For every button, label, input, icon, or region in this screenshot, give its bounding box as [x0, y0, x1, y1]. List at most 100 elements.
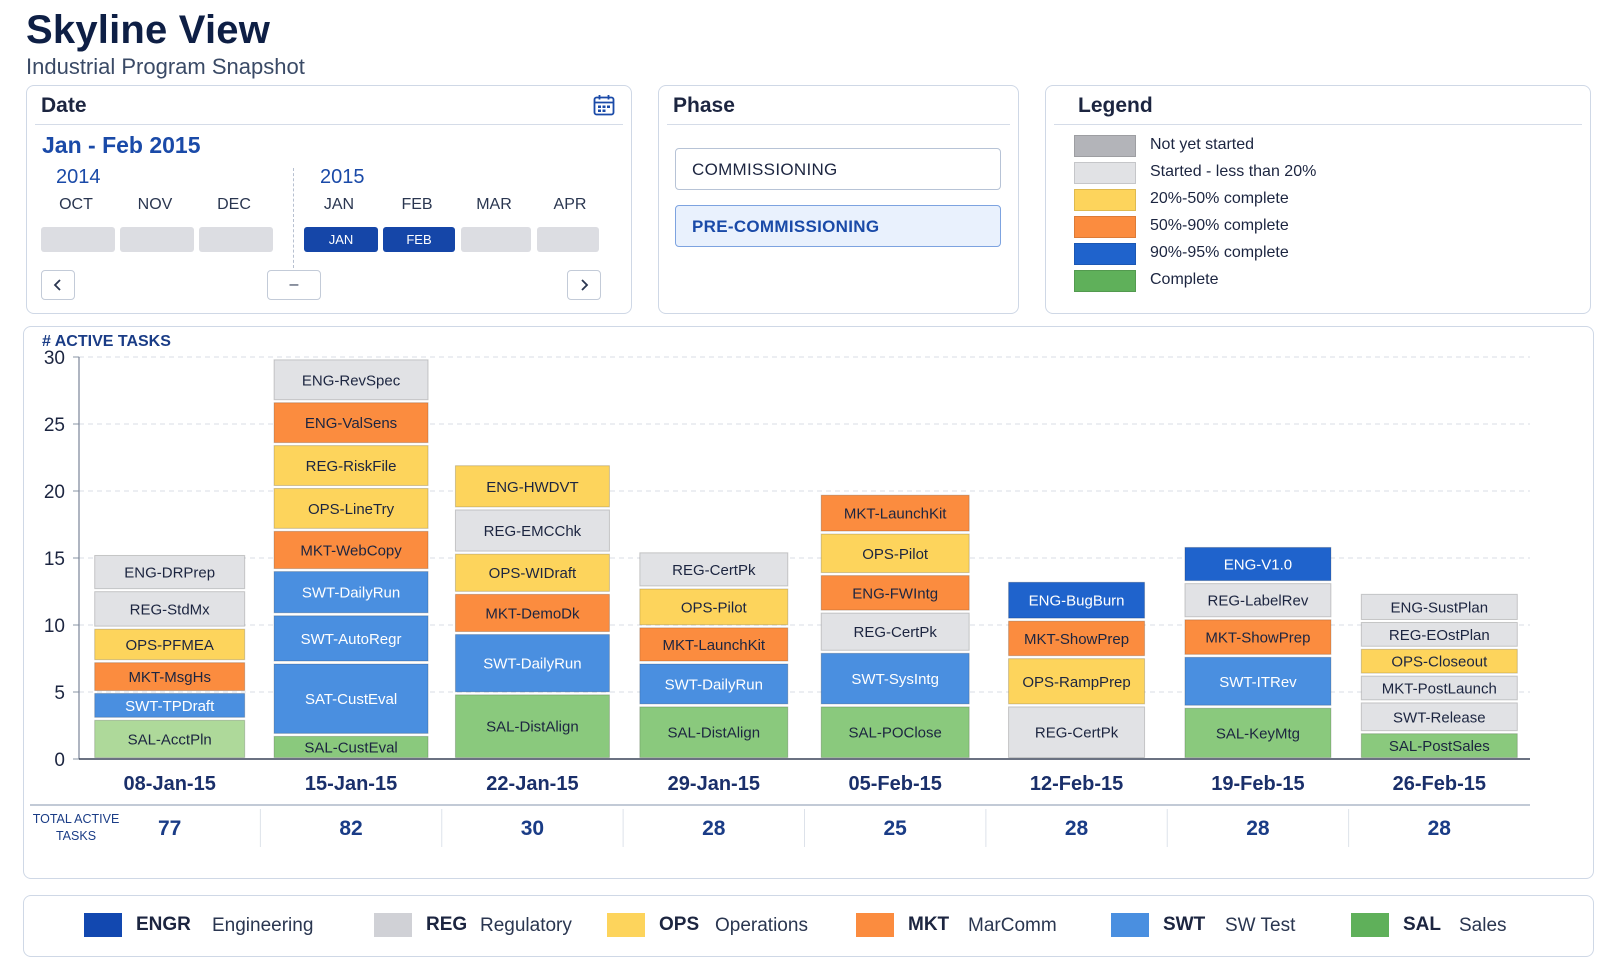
- bar-segment: [94, 662, 246, 691]
- total-value: 28: [1246, 817, 1270, 840]
- bar-segment-label: OPS-PFMEA: [126, 637, 214, 654]
- bar-segment: [1360, 733, 1518, 759]
- bar-segment: [1184, 546, 1332, 582]
- bar-segment-label: SWT-SysIntg: [851, 671, 939, 688]
- bar-segment-label: REG-CertPk: [672, 562, 756, 579]
- bar-segment: [273, 402, 429, 444]
- bar-segment: [94, 554, 246, 590]
- bar-segment: [94, 591, 246, 627]
- y-tick-label: 5: [54, 683, 65, 704]
- bar-segment: [454, 593, 610, 633]
- department-name: Operations: [715, 915, 808, 936]
- bar-segment-label: SWT-ITRev: [1219, 674, 1297, 691]
- totals-label: TASKS: [56, 829, 96, 843]
- date-panel: Date Jan - Feb 2015 2014 2015 OCT NOV DE…: [26, 85, 632, 314]
- totals-label: TOTAL ACTIVE: [33, 812, 120, 826]
- department-name: SW Test: [1225, 915, 1296, 936]
- bar-segment: [1360, 675, 1518, 701]
- month-label-feb: FEB: [401, 196, 433, 213]
- month-label-apr: APR: [553, 196, 587, 213]
- legend-label: Not yet started: [1150, 136, 1255, 153]
- department-code: ENGR: [136, 914, 191, 935]
- bar-segment-label: SWT-DailyRun: [302, 585, 400, 602]
- bar-segment: [1360, 648, 1518, 674]
- bar-segment-label: OPS-WIDraft: [489, 565, 577, 582]
- bar-segment: [454, 553, 610, 592]
- bar-segment-label: REG-LabelRev: [1207, 593, 1308, 610]
- total-value: 82: [339, 817, 362, 840]
- bar-segment-label: REG-RiskFile: [306, 458, 397, 475]
- prev-month-button[interactable]: [41, 270, 75, 300]
- month-cell-feb[interactable]: FEB: [383, 227, 455, 252]
- bar-segment-label: SAL-AcctPln: [128, 731, 212, 748]
- phase-option-commissioning[interactable]: COMMISSIONING: [675, 148, 1001, 190]
- next-month-button[interactable]: [567, 270, 601, 300]
- bar-segment-label: OPS-Pilot: [681, 599, 748, 616]
- x-category-label: 19-Feb-15: [1211, 773, 1304, 795]
- total-value: 30: [521, 817, 544, 840]
- bar-segment: [454, 465, 610, 508]
- chart-panel: # ACTIVE TASKS 0 5 10 15 20 25 30 SAL-AcctPln SW…: [23, 326, 1594, 879]
- total-value: 25: [884, 817, 908, 840]
- y-tick-label: 15: [44, 549, 65, 570]
- department-code: SAL: [1403, 914, 1441, 935]
- bar-segment: [273, 735, 429, 759]
- bar-segment-label: SWT-AutoRegr: [301, 631, 402, 648]
- month-cell-mar[interactable]: [461, 227, 531, 252]
- legend-swatch: [1074, 243, 1136, 265]
- divider: [1054, 124, 1582, 125]
- bar-segment: [1184, 619, 1332, 655]
- bar-segment-label: MKT-DemoDk: [485, 605, 580, 622]
- bar-segment-label: ENG-BugBurn: [1029, 593, 1125, 610]
- bar-segment-label: REG-StdMx: [130, 601, 211, 618]
- bar-segment-label: SAL-CustEval: [304, 739, 397, 756]
- total-value: 28: [702, 817, 726, 840]
- bar-segment: [639, 627, 789, 662]
- bar-segment: [639, 706, 789, 758]
- bar-segment-label: SWT-Release: [1393, 709, 1486, 726]
- bar-segment: [820, 612, 970, 651]
- calendar-icon[interactable]: [593, 94, 615, 116]
- y-tick-label: 30: [44, 348, 65, 369]
- bar-segment-label: ENG-FWIntg: [852, 585, 938, 602]
- legend-panel-heading: Legend: [1078, 94, 1153, 117]
- bar-segment-label: SWT-TPDraft: [125, 698, 215, 715]
- y-tick-label: 0: [54, 750, 65, 771]
- date-panel-heading: Date: [41, 94, 87, 117]
- bar-segment-label: MKT-ShowPrep: [1024, 631, 1129, 648]
- bar-segment: [1184, 656, 1332, 706]
- month-cell-apr[interactable]: [537, 227, 599, 252]
- bar-segment: [639, 588, 789, 626]
- page-title: Skyline View: [26, 8, 271, 52]
- chevron-right-icon: [581, 279, 589, 291]
- bar-segment: [639, 552, 789, 587]
- bar-segment-label: MKT-PostLaunch: [1382, 680, 1497, 697]
- month-label-oct: OCT: [59, 196, 93, 213]
- bar-segment: [273, 615, 429, 662]
- bar-segment-label: REG-EOstPlan: [1389, 627, 1490, 644]
- bar-segment-label: SAL-DistAlign: [486, 719, 579, 736]
- department-swatch: [374, 913, 412, 937]
- year-label-2014: 2014: [56, 166, 101, 188]
- collapse-button[interactable]: –: [267, 270, 321, 300]
- phase-option-pre-commissioning[interactable]: PRE-COMMISSIONING: [675, 205, 1001, 247]
- year-label-2015: 2015: [320, 166, 365, 188]
- month-cell-oct[interactable]: [41, 227, 115, 252]
- divider: [667, 124, 1010, 125]
- chart-y-axis-label: # ACTIVE TASKS: [42, 333, 171, 350]
- bar-segment: [94, 693, 246, 718]
- bar-segment-label: REG-CertPk: [1035, 725, 1119, 742]
- department-name: MarComm: [968, 915, 1057, 936]
- bar-segment-label: REG-CertPk: [854, 624, 938, 641]
- department-name: Engineering: [212, 915, 314, 936]
- legend-label: Complete: [1150, 271, 1219, 288]
- x-category-label: 05-Feb-15: [849, 773, 942, 795]
- month-cell-jan[interactable]: JAN: [304, 227, 378, 252]
- bar-segment-label: MKT-MsgHs: [128, 669, 211, 686]
- bar-segment: [639, 663, 789, 705]
- month-cell-dec[interactable]: [199, 227, 273, 252]
- department-code: MKT: [908, 914, 950, 935]
- month-cell-nov[interactable]: [120, 227, 194, 252]
- legend-swatch: [1074, 189, 1136, 211]
- x-category-label: 08-Jan-15: [124, 773, 216, 795]
